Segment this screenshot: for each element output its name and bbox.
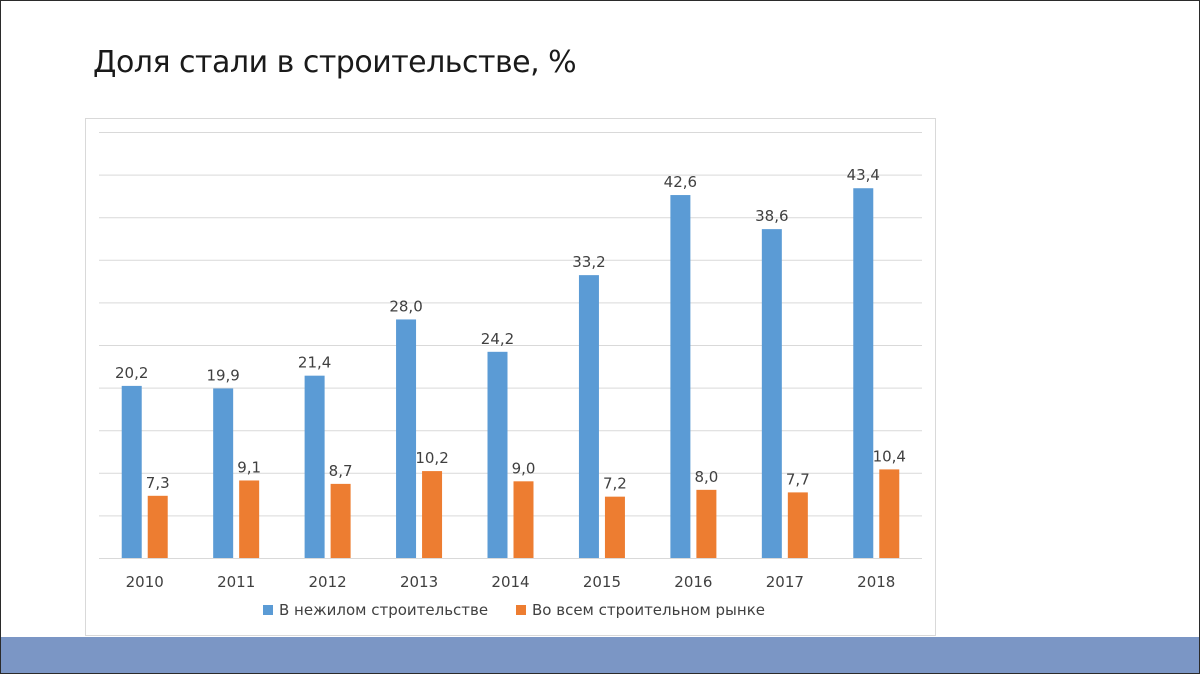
data-label: 42,6 bbox=[664, 173, 697, 191]
data-label: 38,6 bbox=[755, 207, 788, 225]
bar-series1 bbox=[396, 319, 417, 558]
legend-label-series1: В нежилом строительстве bbox=[279, 601, 488, 619]
data-label: 21,4 bbox=[298, 354, 331, 372]
data-label: 20,2 bbox=[115, 364, 148, 382]
bar-series1 bbox=[213, 388, 234, 558]
bar-series2 bbox=[604, 496, 625, 558]
data-label: 33,2 bbox=[572, 253, 605, 271]
data-label: 7,3 bbox=[146, 474, 170, 492]
bar-series1 bbox=[121, 385, 142, 558]
x-tick-label: 2017 bbox=[766, 573, 804, 591]
data-label: 28,0 bbox=[389, 297, 422, 315]
bar-series2 bbox=[696, 489, 717, 558]
data-label: 19,9 bbox=[206, 366, 239, 384]
data-label: 10,2 bbox=[415, 449, 448, 467]
data-label: 24,2 bbox=[481, 330, 514, 348]
data-label: 8,7 bbox=[329, 462, 353, 480]
bar-series2 bbox=[330, 483, 351, 558]
footer-band bbox=[1, 637, 1199, 673]
x-tick-label: 2012 bbox=[309, 573, 347, 591]
data-label: 43,4 bbox=[847, 166, 880, 184]
bar-chart: 20,2 7,3 2010 19,9 9,1 2011 21,4 8,7 2012 28,0 10,… bbox=[99, 132, 922, 619]
bar-series2 bbox=[147, 495, 168, 558]
legend-swatch-series2 bbox=[516, 605, 526, 615]
bar-series2 bbox=[422, 471, 443, 558]
legend-label-series2: Во всем строительном рынке bbox=[532, 601, 765, 619]
chart-area: 20,2 7,3 2010 19,9 9,1 2011 21,4 8,7 2012 28,0 10,… bbox=[85, 118, 936, 636]
bar-series1 bbox=[487, 351, 508, 558]
data-label: 7,7 bbox=[786, 470, 810, 488]
data-label: 9,0 bbox=[512, 459, 536, 477]
x-tick-label: 2014 bbox=[491, 573, 529, 591]
x-tick-label: 2016 bbox=[674, 573, 712, 591]
x-tick-label: 2015 bbox=[583, 573, 621, 591]
x-tick-label: 2010 bbox=[126, 573, 164, 591]
bar-series2 bbox=[513, 481, 534, 558]
data-label: 8,0 bbox=[694, 468, 718, 486]
x-tick-label: 2011 bbox=[217, 573, 255, 591]
x-tick-label: 2018 bbox=[857, 573, 895, 591]
bar-series2 bbox=[879, 469, 900, 558]
bar-series1 bbox=[578, 275, 599, 558]
data-label: 9,1 bbox=[237, 458, 261, 476]
slide-title: Доля стали в строительстве, % bbox=[93, 45, 577, 80]
bar-series1 bbox=[853, 188, 874, 558]
x-tick-label: 2013 bbox=[400, 573, 438, 591]
bar-series1 bbox=[761, 229, 782, 558]
data-label: 7,2 bbox=[603, 475, 627, 493]
bar-series1 bbox=[304, 375, 325, 558]
bar-series2 bbox=[787, 492, 808, 558]
legend-swatch-series1 bbox=[263, 605, 273, 615]
bar-series1 bbox=[670, 195, 691, 558]
data-label: 10,4 bbox=[873, 447, 906, 465]
bar-series2 bbox=[239, 480, 260, 558]
